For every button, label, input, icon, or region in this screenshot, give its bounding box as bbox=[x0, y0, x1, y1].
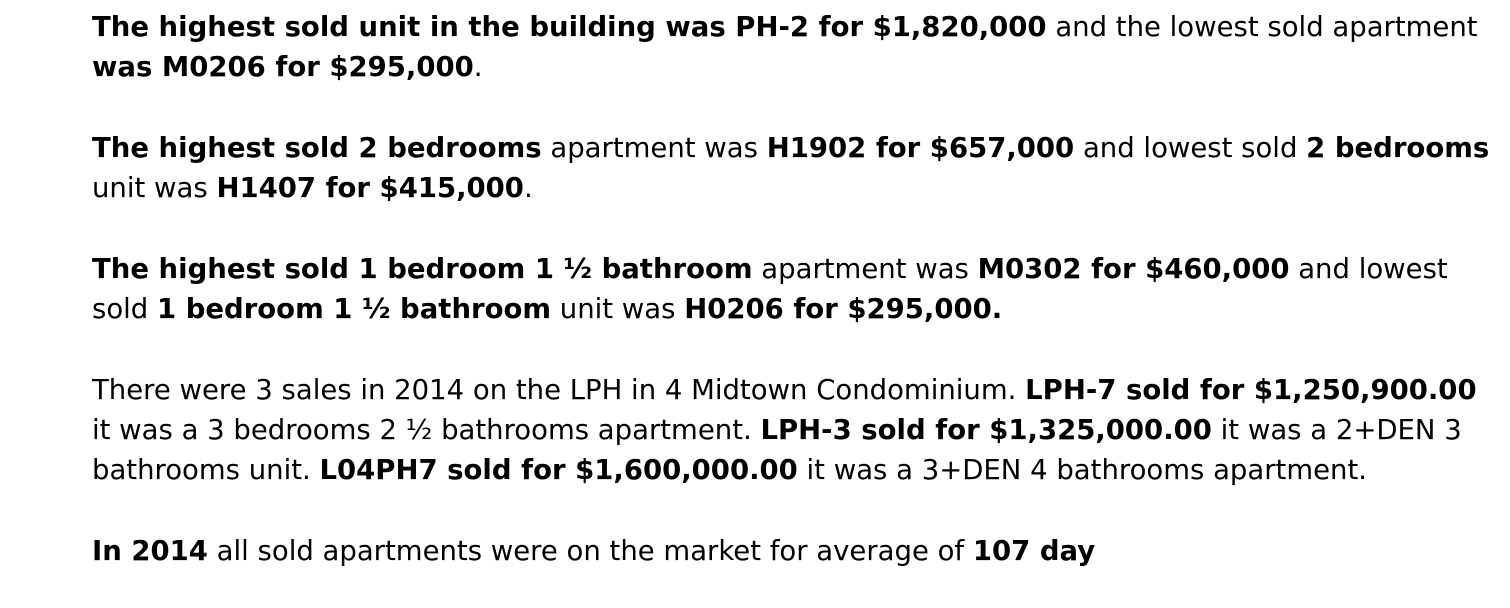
document-body: The highest sold unit in the building wa… bbox=[92, 7, 1492, 571]
text-run: unit was bbox=[92, 172, 217, 205]
text-run: H0206 for $295,000. bbox=[684, 293, 1003, 326]
text-run: L04PH7 sold for $1,600,000.00 bbox=[319, 454, 798, 487]
text-run: it was a 2+DEN 3 bathrooms unit. bbox=[92, 413, 1462, 487]
text-run: it was a 3+DEN 4 bathrooms apartment. bbox=[797, 454, 1367, 487]
text-run: LPH-7 sold for $1,250,900.00 bbox=[1025, 373, 1477, 406]
paragraph-highest-lowest-overall: The highest sold unit in the building wa… bbox=[92, 7, 1492, 88]
text-run: it was a 3 bedrooms 2 ½ bathrooms apartm… bbox=[92, 413, 761, 446]
text-run: 2 bedrooms bbox=[1306, 131, 1490, 164]
paragraph-market-days: In 2014 all sold apartments were on the … bbox=[92, 531, 1492, 571]
text-run: There were 3 sales in 2014 on the LPH in… bbox=[92, 373, 1026, 406]
text-run: LPH-3 sold for $1,325,000.00 bbox=[760, 413, 1212, 446]
text-run: The highest sold 2 bedrooms bbox=[92, 131, 542, 164]
text-run: was M0206 for $295,000 bbox=[92, 51, 474, 84]
text-run: M0302 for $460,000 bbox=[977, 252, 1290, 285]
text-run: and lowest sold bbox=[92, 252, 1448, 326]
text-run: . bbox=[473, 51, 483, 84]
text-run: 107 day bbox=[972, 534, 1096, 567]
paragraph-lph-sales: There were 3 sales in 2014 on the LPH in… bbox=[92, 370, 1492, 491]
text-run: and lowest sold bbox=[1074, 131, 1307, 164]
text-run: The highest sold unit in the building wa… bbox=[92, 11, 1047, 43]
text-run: H1407 for $415,000 bbox=[216, 172, 524, 205]
text-run: all sold apartments were on the market f… bbox=[207, 534, 973, 567]
paragraph-two-bedrooms: The highest sold 2 bedrooms apartment wa… bbox=[92, 128, 1492, 209]
text-run: In 2014 bbox=[92, 534, 208, 567]
text-run: H1902 for $657,000 bbox=[766, 131, 1075, 164]
text-run: . bbox=[523, 172, 533, 205]
text-run: and the lowest sold apartment bbox=[1046, 11, 1478, 43]
paragraph-one-bedroom: The highest sold 1 bedroom 1 ½ bathroom … bbox=[92, 249, 1492, 330]
text-run: The highest sold 1 bedroom 1 ½ bathroom bbox=[92, 252, 753, 285]
text-run: apartment was bbox=[541, 131, 767, 164]
text-run: 1 bedroom 1 ½ bathroom bbox=[157, 293, 552, 326]
text-run: unit was bbox=[551, 293, 685, 326]
text-run: apartment was bbox=[752, 252, 978, 285]
